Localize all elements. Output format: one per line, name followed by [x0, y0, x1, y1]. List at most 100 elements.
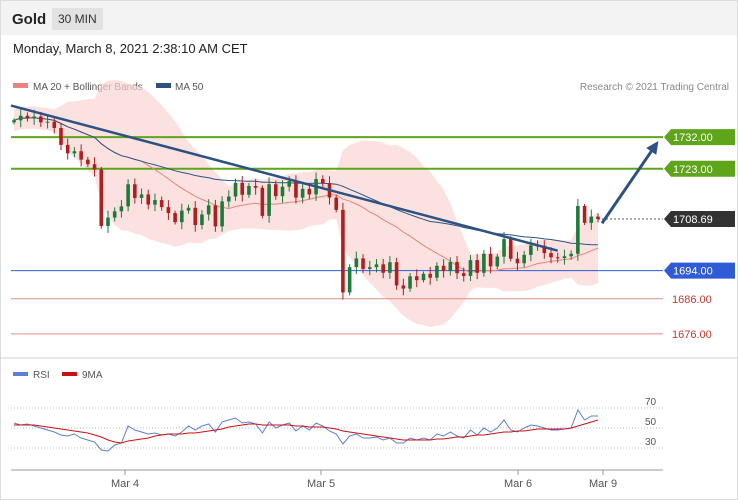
candle-body — [488, 253, 493, 267]
candle-body — [394, 262, 399, 286]
candle-body — [555, 257, 560, 259]
candle-body — [112, 211, 117, 218]
rsi-ma-line — [14, 419, 599, 444]
candle-body — [408, 276, 412, 289]
candle-body — [267, 184, 271, 216]
rsi-tick-label: 50 — [645, 417, 657, 428]
candle-body — [448, 261, 453, 272]
candle-body — [25, 115, 30, 119]
candle-body — [227, 196, 231, 202]
candle-body — [193, 207, 198, 225]
annotations — [10, 104, 659, 252]
candle-body — [133, 184, 137, 198]
chart-legend: MA 20 + Bollinger Bands MA 50 Research ©… — [13, 82, 729, 93]
candle-body — [549, 253, 553, 258]
candlestick-series — [12, 108, 600, 300]
candle-body — [435, 265, 439, 278]
level-label: 1694.00 — [673, 266, 713, 278]
candle-body — [79, 151, 83, 160]
candle-body — [52, 121, 57, 129]
candle-body — [32, 116, 36, 119]
header-bar: Gold 30 MIN — [1, 1, 737, 35]
candle-body — [206, 205, 211, 215]
rsi-tick-label: 30 — [645, 437, 657, 448]
level-tag — [664, 211, 735, 228]
x-tick-label: Mar 5 — [307, 478, 335, 490]
target-arrow-line — [600, 145, 657, 225]
rsi-line — [13, 408, 598, 452]
candle-body — [569, 253, 573, 257]
rsi-ma-legend-label: 9MA — [82, 370, 103, 381]
level-label: 1732.00 — [673, 132, 713, 144]
x-tick-label: Mar 9 — [589, 478, 617, 490]
ma50-legend-swatch — [156, 83, 171, 88]
candle-body — [146, 194, 151, 205]
level-label: 1708.69 — [673, 214, 713, 226]
candle-body — [596, 216, 600, 220]
candle-body — [45, 121, 50, 123]
candle-body — [12, 120, 16, 123]
rsi-tick-label: 70 — [645, 397, 657, 408]
symbol-title: Gold — [12, 11, 47, 28]
candle-body — [320, 178, 325, 184]
target-arrow-head — [646, 140, 659, 155]
candle-body — [92, 164, 97, 170]
candle-body — [106, 217, 110, 227]
timestamp: Monday, March 8, 2021 2:38:10 AM CET — [13, 41, 248, 56]
ma20-legend-swatch — [13, 83, 28, 88]
level-tag — [664, 160, 735, 177]
candle-body — [18, 115, 23, 121]
rsi-legend-swatch — [13, 372, 28, 376]
candle-body — [428, 273, 432, 278]
level-tags: 1732.00 1723.00 1708.69 1694.00 1686.00 1676.… — [664, 129, 735, 341]
research-credit: Research © 2021 Trading Central — [580, 82, 729, 93]
candle-body — [515, 258, 520, 264]
rsi-legend-label: RSI — [33, 370, 50, 381]
timeframe-badge[interactable]: 30 MIN — [52, 8, 103, 30]
candle-body — [341, 209, 345, 293]
candle-body — [86, 159, 90, 165]
level-label: 1686.00 — [672, 294, 712, 306]
candle-body — [361, 258, 365, 269]
candle-body — [99, 169, 104, 227]
candle-body — [166, 207, 171, 214]
rsi-legend: RSI 9MA — [13, 370, 103, 381]
candle-body — [247, 186, 251, 195]
level-label: 1723.00 — [673, 164, 713, 176]
candle-body — [374, 264, 379, 268]
candle-body — [468, 260, 473, 276]
descending-trendline — [10, 104, 559, 252]
candle-body — [455, 261, 459, 274]
candle-body — [273, 184, 278, 197]
candle-body — [65, 144, 70, 154]
candle-body — [562, 256, 567, 259]
candle-body — [367, 267, 372, 269]
candle-body — [200, 214, 204, 225]
candle-body — [72, 151, 77, 154]
x-axis: Mar 4 Mar 5 Mar 6 Mar 9 — [11, 469, 663, 490]
candle-body — [388, 262, 392, 273]
candle-body — [307, 188, 312, 195]
candle-body — [59, 128, 63, 145]
candle-body — [441, 265, 446, 272]
candle-body — [186, 207, 191, 211]
candle-body — [381, 264, 385, 273]
candle-body — [253, 186, 258, 188]
candle-body — [260, 187, 265, 216]
level-tag — [664, 262, 735, 279]
candle-body — [126, 184, 130, 207]
x-tick-label: Mar 6 — [504, 478, 532, 490]
candle-body — [421, 273, 426, 281]
candle-body — [139, 194, 144, 198]
candle-body — [240, 182, 245, 195]
candle-body — [522, 254, 526, 264]
candle-body — [173, 213, 177, 223]
candle-body — [502, 239, 506, 257]
candle-body — [576, 206, 580, 254]
candle-body — [542, 245, 547, 254]
candle-body — [180, 210, 184, 223]
candle-body — [482, 253, 486, 273]
rsi-ma-legend-swatch — [62, 372, 77, 376]
candle-body — [119, 206, 124, 212]
